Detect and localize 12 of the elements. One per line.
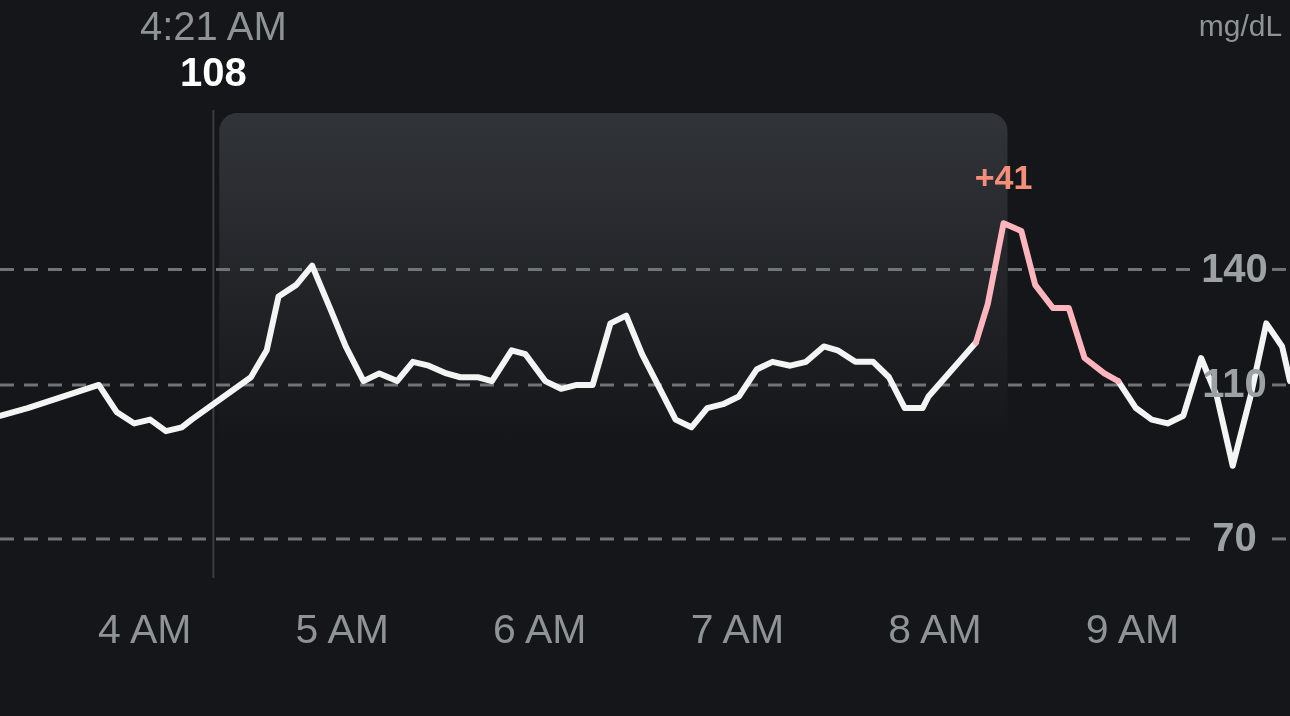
y-tick-label: 70 — [1212, 515, 1257, 560]
x-tick-label: 8 AM — [888, 605, 982, 652]
annotation: 108 — [179, 50, 247, 94]
y-axis-title: mg/dL — [1198, 8, 1283, 42]
y-tick-label: 140 — [1201, 245, 1268, 290]
x-tick-label: 6 AM — [493, 605, 587, 652]
x-tick-label: 4 AM — [97, 605, 192, 652]
x-tick-label: 5 AM — [295, 605, 389, 652]
x-tick-label: 9 AM — [1085, 605, 1180, 652]
x-tick-label: 7 AM — [690, 605, 785, 652]
ref-line-label: 4:21 AM — [139, 4, 287, 48]
annotation: +41 — [974, 158, 1033, 197]
